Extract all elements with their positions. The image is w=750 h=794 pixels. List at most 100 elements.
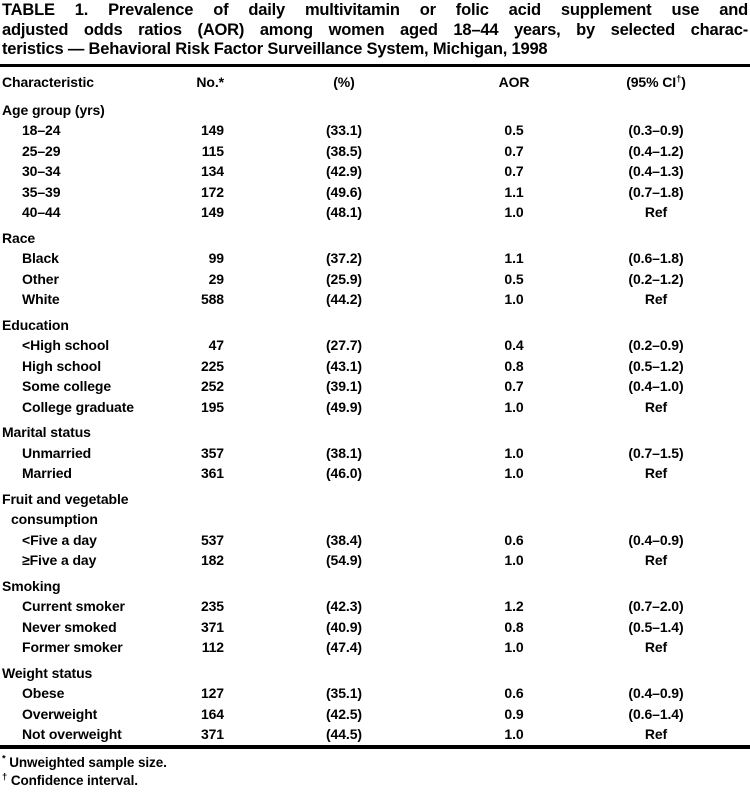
cell-characteristic: Not overweight (22, 726, 122, 742)
cell-aor: 1.0 (504, 639, 524, 655)
table-row: 25–29 115 (38.5) 0.7 (0.4–1.2) (2, 141, 748, 162)
cell-sample-size: 134 (200, 163, 224, 179)
cell-characteristic: Other (22, 270, 59, 287)
cell-sample-size: 112 (201, 639, 224, 655)
section-heading-line: consumption (11, 511, 98, 527)
cell-confidence-interval: (0.3–0.9) (628, 122, 684, 138)
col-header-aor: AOR (498, 74, 530, 90)
section-heading-row: Marital status (2, 417, 748, 443)
cell-percent: (38.5) (326, 142, 362, 159)
title-divider-rule (0, 63, 750, 67)
table-row: High school 225 (43.1) 0.8 (0.5–1.2) (2, 356, 748, 377)
table-row: Other 29 (25.9) 0.5 (0.2–1.2) (2, 269, 748, 290)
cell-aor: 0.8 (504, 357, 524, 374)
cell-percent: (44.2) (326, 291, 362, 307)
section-heading-line: Smoking (2, 577, 61, 594)
col-header-percent: (%) (333, 74, 355, 90)
cell-aor: 0.6 (504, 531, 524, 548)
section-heading-line: Marital status (2, 424, 91, 440)
cell-percent: (43.1) (326, 357, 362, 374)
cell-confidence-interval: Ref (644, 291, 668, 307)
cell-aor: 1.0 (504, 726, 524, 742)
cell-percent: (49.6) (326, 183, 362, 200)
cell-aor: 1.0 (504, 465, 524, 481)
section-heading-row: Smoking (2, 571, 748, 597)
footnote-unweighted-sample: * Unweighted sample size. (2, 754, 748, 772)
table-row: 40–44 149 (48.1) 1.0 Ref (2, 202, 748, 223)
table-row: ≥Five a day 182 (54.9) 1.0 Ref (2, 550, 748, 571)
table-body: Age group (yrs) 18–24 149 (33.1) 0.5 (0.3–0.9… (2, 96, 748, 745)
cell-characteristic: Never smoked (22, 618, 117, 635)
footnote-unweighted-sample-text: Unweighted sample size. (9, 754, 167, 770)
cell-confidence-interval: Ref (644, 465, 668, 481)
cell-percent: (42.9) (326, 163, 362, 179)
cell-percent: (27.7) (326, 337, 362, 353)
cell-aor: 1.0 (504, 444, 524, 461)
cell-aor: 0.7 (504, 142, 524, 159)
cell-aor: 1.1 (504, 250, 524, 266)
table-row: Never smoked 371 (40.9) 0.8 (0.5–1.4) (2, 617, 748, 638)
section-heading-line: Fruit and vegetable (2, 490, 129, 507)
cell-sample-size: 172 (200, 183, 224, 200)
col-header-no: No.* (160, 67, 224, 96)
table-row: Black 99 (37.2) 1.1 (0.6–1.8) (2, 248, 748, 269)
cell-confidence-interval: (0.4–0.9) (628, 685, 684, 701)
table-row: 35–39 172 (49.6) 1.1 (0.7–1.8) (2, 182, 748, 203)
cell-aor: 0.7 (504, 378, 524, 394)
cell-characteristic: Obese (22, 685, 65, 701)
section-heading: Fruit and vegetable consumption (2, 484, 748, 530)
section-heading: Weight status (2, 658, 748, 684)
table-row: <Five a day 537 (38.4) 0.6 (0.4–0.9) (2, 530, 748, 551)
cell-confidence-interval: (0.2–1.2) (628, 270, 684, 287)
col-header-no-text: No. (196, 74, 219, 90)
cell-aor: 0.6 (504, 685, 524, 701)
cell-confidence-interval: (0.5–1.4) (628, 618, 684, 635)
cell-characteristic: High school (22, 357, 102, 374)
section-heading: Marital status (2, 417, 748, 443)
table-title: TABLE 1. Prevalence of daily multivitami… (0, 0, 750, 60)
cell-sample-size: 127 (200, 685, 224, 701)
cell-aor: 1.0 (504, 291, 524, 307)
section-heading-line: Race (2, 229, 36, 246)
cell-percent: (44.5) (326, 726, 362, 742)
section-heading-row: Age group (yrs) (2, 96, 748, 121)
table-title-line-3: teristics — Behavioral Risk Factor Surve… (2, 40, 548, 58)
cell-sample-size: 371 (200, 618, 224, 635)
cell-sample-size: 115 (201, 142, 224, 159)
cell-sample-size: 195 (200, 398, 224, 415)
cell-confidence-interval: (0.7–2.0) (628, 598, 684, 614)
cell-aor: 0.8 (504, 618, 524, 635)
cell-characteristic: Black (22, 250, 59, 266)
cell-confidence-interval: (0.2–0.9) (628, 337, 684, 353)
cell-percent: (25.9) (326, 270, 362, 287)
cell-confidence-interval: Ref (644, 204, 668, 220)
footnotes: * Unweighted sample size. † Confidence i… (2, 754, 748, 790)
section-heading-row: Weight status (2, 658, 748, 684)
cell-percent: (37.2) (326, 250, 362, 266)
cell-characteristic: ≥Five a day (22, 552, 97, 568)
cell-characteristic: 40–44 (22, 204, 61, 220)
table-row: 30–34 134 (42.9) 0.7 (0.4–1.3) (2, 161, 748, 182)
col-header-no-footnote-marker: * (218, 74, 224, 90)
cell-aor: 1.2 (504, 598, 524, 614)
table-row: <High school 47 (27.7) 0.4 (0.2–0.9) (2, 335, 748, 356)
section-heading: Smoking (2, 571, 748, 597)
cell-confidence-interval: (0.6–1.8) (628, 250, 684, 266)
cell-percent: (46.0) (326, 465, 362, 481)
cell-percent: (40.9) (326, 618, 362, 635)
cell-sample-size: 588 (200, 291, 224, 307)
cell-characteristic: Unmarried (22, 444, 92, 461)
cell-aor: 0.5 (504, 270, 524, 287)
cell-characteristic: Former smoker (22, 639, 123, 655)
cell-aor: 1.1 (504, 183, 524, 200)
col-header-characteristic: Characteristic (2, 74, 94, 90)
cell-confidence-interval: (0.6–1.4) (628, 705, 684, 722)
cell-confidence-interval: (0.4–1.3) (628, 163, 684, 179)
cell-percent: (54.9) (326, 552, 362, 568)
cell-confidence-interval: (0.7–1.5) (628, 444, 684, 461)
cell-sample-size: 235 (200, 598, 224, 614)
table-row: Not overweight 371 (44.5) 1.0 Ref (2, 724, 748, 745)
cell-characteristic: Some college (22, 378, 112, 394)
cell-percent: (33.1) (326, 122, 362, 138)
cell-aor: 1.0 (504, 552, 524, 568)
